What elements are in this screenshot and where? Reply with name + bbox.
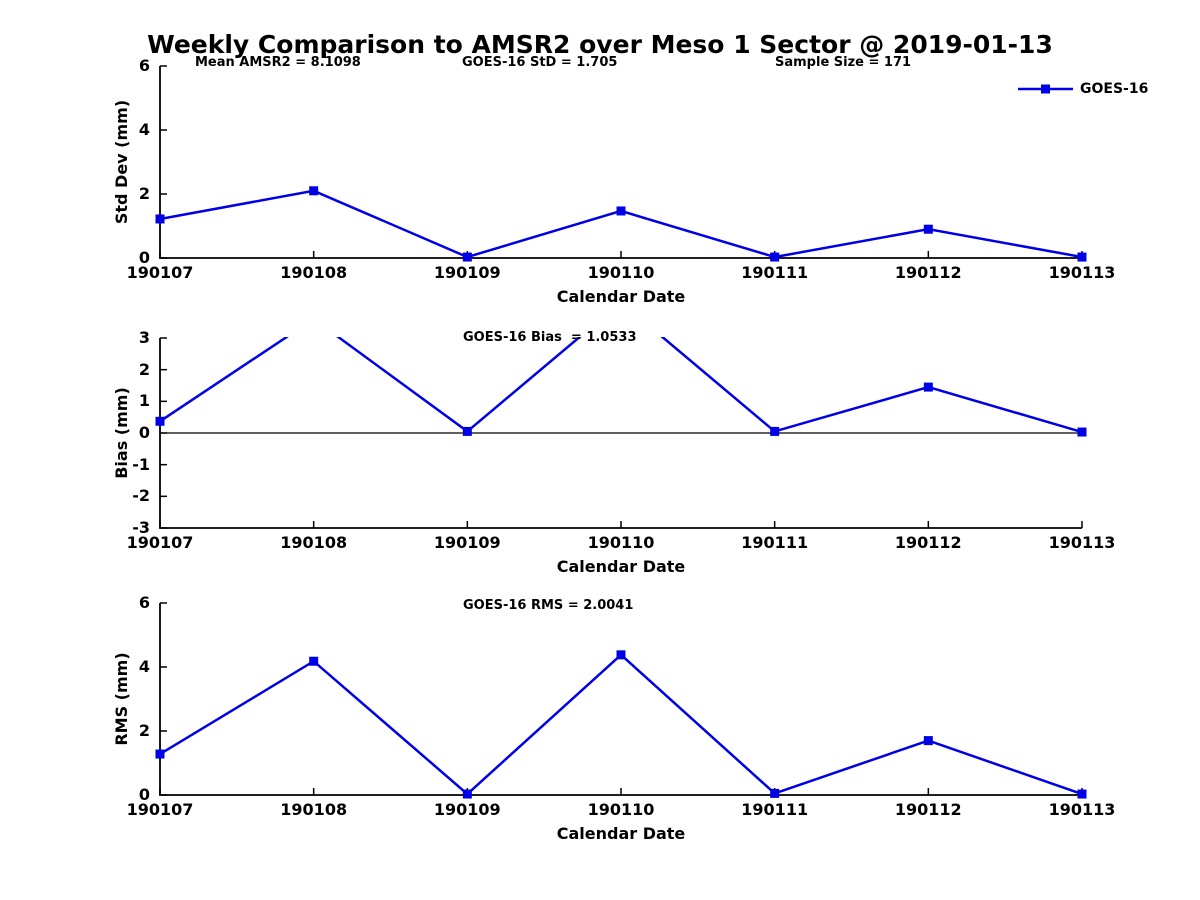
x-tick-label: 190108 [280,263,348,282]
x-tick-label: 190108 [280,533,348,552]
y-tick-label: 4 [138,120,150,139]
x-tick-label: 190112 [894,533,962,552]
y-axis-title-rms: RMS (mm) [112,652,131,746]
y-tick-label: 2 [138,359,150,379]
x-tick-label: 190109 [433,533,501,552]
y-axis-title-std-dev: Std Dev (mm) [112,99,131,225]
y-tick-label: 0 [138,785,150,804]
y-tick-label: 0 [138,248,150,267]
x-tick-label: 190113 [1048,800,1116,819]
x-tick-label: 190107 [126,533,194,552]
x-tick-label: 190109 [433,263,501,282]
annotation-goes16-std: GOES-16 StD = 1.705 [462,55,618,70]
x-tick-label: 190111 [741,800,809,819]
x-tick-label: 190111 [741,263,809,282]
y-tick-label: 0 [138,423,150,442]
x-tick-label: 190110 [587,263,655,282]
x-tick-label: 190112 [894,263,962,282]
x-tick-label: 190110 [587,800,655,819]
x-axis-title: Calendar Date [556,287,686,306]
y-tick-label: -1 [132,454,150,474]
annotation-sample-size: Sample Size = 171 [775,55,912,70]
annotation-goes16-bias: GOES-16 Bias = 1.0533 [463,330,637,345]
y-tick-label: 3 [138,328,150,347]
y-tick-label: -3 [132,518,150,537]
x-tick-label: 190107 [126,800,194,819]
y-tick-label: -2 [132,486,150,506]
x-tick-label: 190111 [741,533,809,552]
y-tick-label: 2 [138,184,150,203]
x-tick-label: 190110 [587,533,655,552]
y-tick-label: 6 [138,593,150,612]
figure-title: Weekly Comparison to AMSR2 over Meso 1 S… [147,30,1053,59]
y-tick-label: 2 [138,721,150,740]
x-axis-title: Calendar Date [556,557,686,576]
x-tick-label: 190113 [1048,533,1116,552]
legend-label-goes16: GOES-16 [1080,81,1149,97]
x-tick-label: 190108 [280,800,348,819]
annotation-goes16-rms: GOES-16 RMS = 2.0041 [463,598,634,613]
x-tick-label: 190112 [894,800,962,819]
x-tick-label: 190109 [433,800,501,819]
x-axis-title: Calendar Date [556,824,686,843]
annotation-mean-amsr2: Mean AMSR2 = 8.1098 [195,55,361,70]
x-tick-label: 190107 [126,263,194,282]
y-tick-label: 4 [138,657,150,676]
y-tick-label: 1 [138,391,150,411]
x-tick-label: 190113 [1048,263,1116,282]
y-tick-label: 6 [138,56,150,75]
